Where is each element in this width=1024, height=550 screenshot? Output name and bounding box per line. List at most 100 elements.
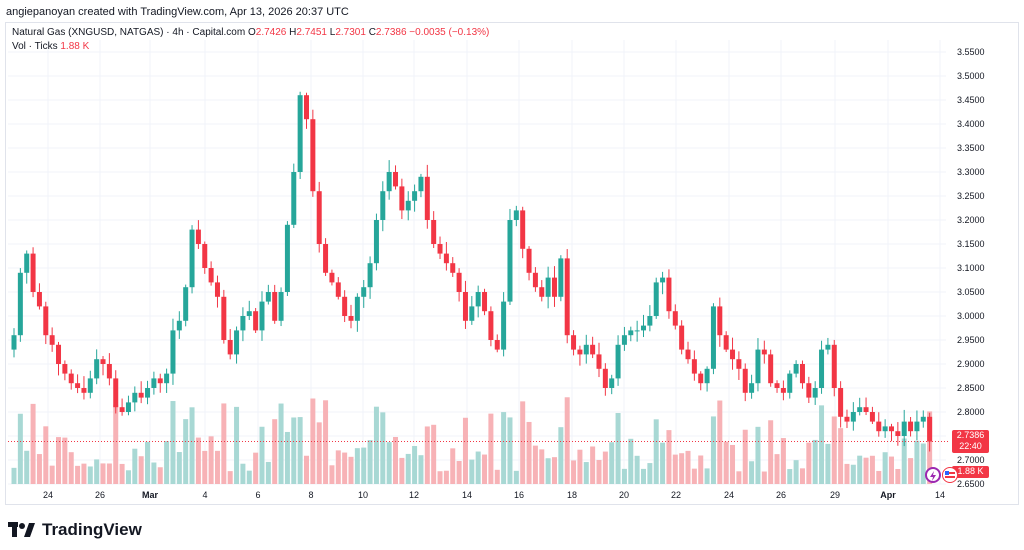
volume-bar xyxy=(901,438,907,484)
price-tick-label: 3.1500 xyxy=(957,239,985,249)
candle-body xyxy=(246,311,252,316)
candle-body xyxy=(456,272,462,292)
volume-bar xyxy=(335,450,341,484)
volume-bar xyxy=(443,470,449,484)
chart-legend: Natural Gas (XNGUSD, NATGAS) · 4h · Capi… xyxy=(12,26,489,54)
volume-bar xyxy=(450,448,456,484)
candle-body xyxy=(774,383,780,388)
volume-label[interactable]: Vol · Ticks xyxy=(12,41,58,52)
volume-bar xyxy=(876,470,882,484)
candle-body xyxy=(660,277,666,283)
volume-bar xyxy=(138,456,144,484)
volume-bar xyxy=(672,454,678,484)
volume-bar xyxy=(227,471,233,484)
volume-bar xyxy=(577,449,583,484)
volume-bar xyxy=(710,416,716,484)
candle-body xyxy=(717,306,723,336)
volume-bar xyxy=(329,465,335,484)
volume-bar xyxy=(609,442,615,484)
candle-body xyxy=(469,306,475,321)
candle-body xyxy=(825,344,831,350)
candle-body xyxy=(49,335,55,345)
volume-bar xyxy=(730,444,736,484)
candle-body xyxy=(399,186,405,211)
volume-bar xyxy=(386,442,392,484)
volume-bar xyxy=(755,426,761,484)
volume-bar xyxy=(641,468,647,484)
candle-body xyxy=(475,292,481,307)
volume-bar xyxy=(869,455,875,484)
time-tick-label: 26 xyxy=(95,490,105,500)
last-price: 2.7386 xyxy=(956,430,985,440)
price-tick-label: 3.2000 xyxy=(957,215,985,225)
candle-body xyxy=(151,378,157,388)
volume-bar xyxy=(532,445,538,484)
volume-bar xyxy=(418,455,424,484)
candle-body xyxy=(863,407,869,412)
low-value: 2.7301 xyxy=(335,27,366,38)
candle-body xyxy=(342,296,348,316)
volume-bar xyxy=(596,459,602,484)
volume-bar xyxy=(11,467,17,484)
price-tick-label: 2.7000 xyxy=(957,455,985,465)
candle-body xyxy=(354,296,360,321)
candle-body xyxy=(685,349,691,360)
volume-bar xyxy=(679,453,685,484)
volume-bar xyxy=(494,469,500,484)
volume-bar xyxy=(520,401,526,484)
volume-bar xyxy=(799,468,805,484)
volume-bar xyxy=(634,455,640,484)
candle-body xyxy=(641,325,647,331)
volume-bar xyxy=(602,451,608,484)
candle-body xyxy=(857,407,863,412)
volume-bar xyxy=(30,403,36,484)
volume-bar xyxy=(819,405,825,484)
tradingview-icon xyxy=(8,522,36,538)
volume-bar xyxy=(176,452,182,484)
volume-bar xyxy=(736,471,742,484)
candle-body xyxy=(24,253,30,273)
time-tick-label: 16 xyxy=(514,490,524,500)
volume-tag: 1.88 K xyxy=(952,466,989,478)
price-tick-label: 3.5000 xyxy=(957,71,985,81)
candle-body xyxy=(234,330,240,355)
volume-value: 1.88 K xyxy=(60,41,90,52)
volume-bar xyxy=(189,407,195,484)
candle-body xyxy=(539,287,545,297)
candle-body xyxy=(819,349,825,388)
volume-bar xyxy=(647,463,653,484)
volume-bar xyxy=(348,456,354,484)
candle-body xyxy=(691,359,697,374)
candle-body xyxy=(742,368,748,393)
us-flag-icon[interactable] xyxy=(942,467,958,483)
candles xyxy=(8,91,950,452)
candle-body xyxy=(876,421,882,432)
volume-bar xyxy=(539,449,545,484)
candle-body xyxy=(920,416,926,422)
volume-bar xyxy=(125,470,131,484)
candle-body xyxy=(284,224,290,292)
symbol-name[interactable]: Natural Gas (XNGUSD, NATGAS) · 4h · Capi… xyxy=(12,27,246,38)
lightning-icon[interactable] xyxy=(925,467,941,483)
candle-body xyxy=(888,426,894,432)
volume-bar xyxy=(393,436,399,484)
volume-bar xyxy=(571,460,577,484)
candle-body xyxy=(571,335,577,350)
volume-bar xyxy=(68,452,74,484)
time-tick-label: 24 xyxy=(43,490,53,500)
candle-body xyxy=(869,412,875,422)
candle-body xyxy=(145,388,151,398)
tradingview-logo[interactable]: TradingView xyxy=(8,520,142,540)
volume-bar xyxy=(164,441,170,484)
volume-bar xyxy=(838,428,844,484)
candlestick-chart[interactable]: 3.5500 3.5000 3.4500 3.4000 3.3500 3.3000 3.25… xyxy=(0,0,1024,506)
candle-body xyxy=(577,349,583,355)
candle-body xyxy=(507,220,513,302)
price-tick-label: 2.8000 xyxy=(957,407,985,417)
candle-body xyxy=(647,316,653,326)
candle-body xyxy=(195,229,201,244)
volume-bar xyxy=(221,403,227,484)
candle-body xyxy=(583,344,589,355)
volume-bar xyxy=(920,443,926,484)
time-tick-label: Apr xyxy=(880,490,896,500)
